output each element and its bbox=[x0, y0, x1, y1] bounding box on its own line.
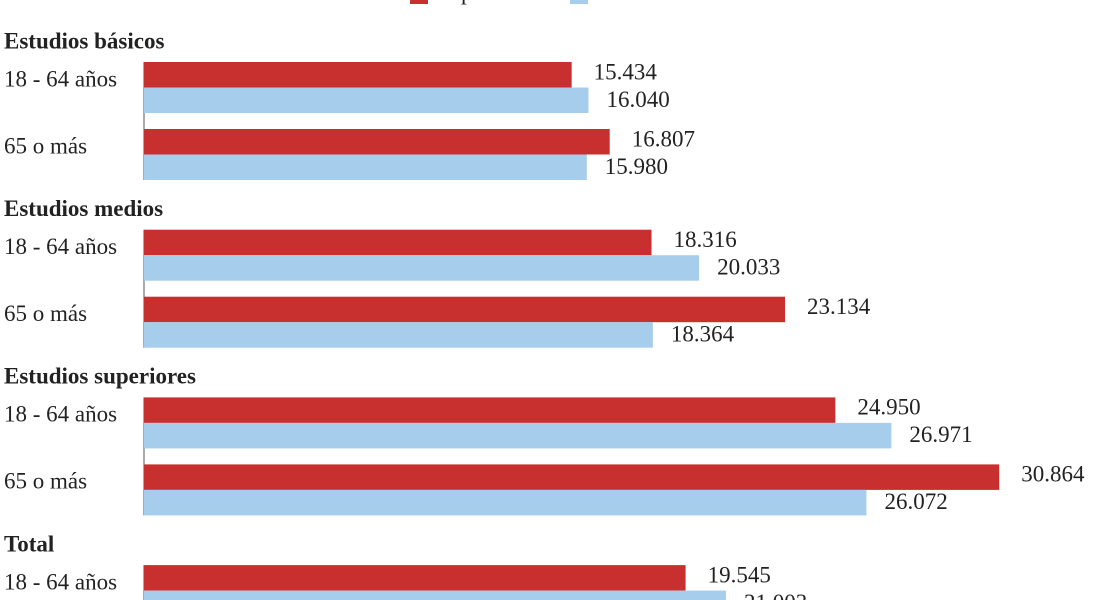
bar bbox=[144, 590, 726, 600]
category-label: 18 - 64 años bbox=[4, 569, 117, 594]
category-label: 65 o más bbox=[4, 133, 87, 158]
bar bbox=[144, 464, 1000, 490]
bar bbox=[144, 422, 892, 449]
bar bbox=[144, 322, 653, 348]
bar bbox=[144, 255, 700, 281]
bar bbox=[144, 489, 867, 516]
value-label: 20.033 bbox=[717, 254, 780, 279]
bar bbox=[144, 129, 610, 155]
value-label: 18.364 bbox=[671, 321, 735, 346]
legend-label: UE-27 bbox=[598, 0, 659, 4]
group-title: Estudios medios bbox=[4, 196, 163, 221]
bar bbox=[144, 296, 786, 323]
bar bbox=[144, 397, 836, 423]
bar bbox=[144, 154, 587, 180]
value-label: 18.316 bbox=[674, 227, 737, 252]
legend-swatch bbox=[570, 0, 588, 4]
category-label: 18 - 64 años bbox=[4, 402, 117, 427]
value-label: 16.807 bbox=[632, 126, 695, 151]
category-label: 65 o más bbox=[4, 469, 87, 494]
value-label: 21.003 bbox=[744, 590, 807, 600]
value-label: 15.980 bbox=[605, 154, 668, 179]
value-label: 16.040 bbox=[606, 87, 669, 112]
value-label: 26.072 bbox=[884, 489, 947, 514]
category-label: 18 - 64 años bbox=[4, 66, 117, 91]
bar bbox=[144, 565, 686, 591]
bar bbox=[144, 229, 652, 256]
group-title: Estudios superiores bbox=[4, 364, 196, 389]
legend-swatch bbox=[410, 0, 428, 4]
category-label: 18 - 64 años bbox=[4, 234, 117, 259]
value-label: 19.545 bbox=[708, 562, 771, 587]
value-label: 23.134 bbox=[807, 294, 871, 319]
value-label: 26.971 bbox=[909, 422, 972, 447]
legend-label: España bbox=[438, 0, 504, 4]
value-label: 30.864 bbox=[1021, 462, 1085, 487]
group-title: Estudios básicos bbox=[4, 28, 164, 53]
category-label: 65 o más bbox=[4, 301, 87, 326]
bar bbox=[144, 87, 589, 113]
value-label: 24.950 bbox=[857, 395, 920, 420]
bar bbox=[144, 62, 572, 88]
group-title: Total bbox=[4, 531, 54, 556]
value-label: 15.434 bbox=[594, 59, 658, 84]
